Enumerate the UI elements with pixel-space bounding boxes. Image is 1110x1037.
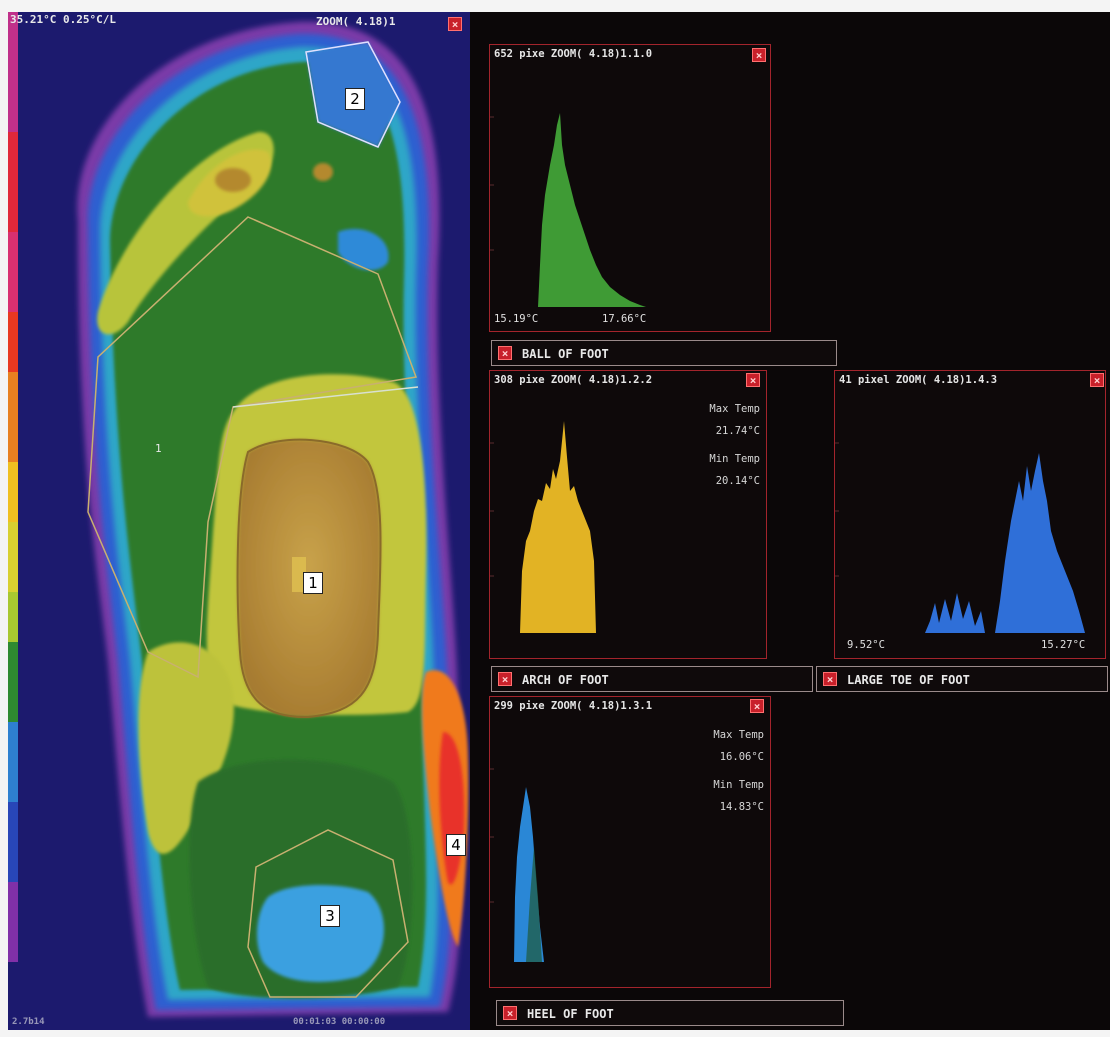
zoom-readout: ZOOM( 4.18)1: [316, 15, 396, 28]
ball-roi-outline: [87, 216, 418, 679]
ball-min-temp-value: 20.14°C: [715, 475, 760, 487]
toe-cold-spot: [338, 228, 389, 271]
close-icon[interactable]: ×: [750, 699, 764, 713]
large-toe-histogram-chart: [835, 442, 1085, 633]
close-icon[interactable]: ×: [1090, 373, 1104, 387]
ball-histogram-header: 308 pixe ZOOM( 4.18)1.2.2: [494, 374, 653, 386]
top-border: [0, 0, 1110, 12]
ball-roi-edge: [232, 386, 419, 408]
ball-histogram-bars: [520, 421, 596, 633]
large-toe-histogram-bars: [995, 453, 1085, 633]
left-border: [0, 0, 8, 1037]
arch-of-foot-label: × ARCH OF FOOT: [491, 666, 813, 692]
large-toe-roi: [305, 41, 401, 148]
toe-hot-spot: [215, 168, 251, 192]
temperature-scale-readout: 35.21°C 0.25°C/L: [10, 13, 116, 26]
callout-1: 1: [303, 572, 323, 594]
toe-hot-spot-2: [313, 163, 333, 181]
large-toe-histogram-minor-bars: [925, 593, 985, 633]
arch-of-foot-text: ARCH OF FOOT: [522, 673, 609, 687]
bottom-border: [0, 1030, 1110, 1037]
close-icon[interactable]: ×: [752, 48, 766, 62]
heel-histogram-header: 299 pixe ZOOM( 4.18)1.3.1: [494, 700, 653, 712]
heel-min-temp-value: 14.83°C: [719, 801, 764, 813]
toe-histogram-chart: [490, 113, 646, 307]
close-icon[interactable]: ×: [503, 1006, 517, 1020]
ball-of-foot-label: × BALL OF FOOT: [491, 340, 837, 366]
large-toe-histogram-header: 41 pixel ZOOM( 4.18)1.4.3: [839, 374, 998, 386]
heel-max-temp-label: Max Temp: [713, 729, 764, 741]
roi-number-label: 1: [155, 442, 162, 455]
callout-4: 4: [446, 834, 466, 856]
toe-histogram-bars: [538, 113, 646, 307]
large-toe-histogram-panel: 41 pixel ZOOM( 4.18)1.4.3 9.52°C 15.27°C: [834, 370, 1106, 659]
ball-histogram-chart: [490, 421, 596, 633]
arch-peak-spot: [292, 557, 306, 592]
heel-of-foot-label: × HEEL OF FOOT: [496, 1000, 844, 1026]
large-toe-histogram-max: 15.27°C: [1041, 639, 1086, 651]
toe-histogram-max: 17.66°C: [602, 313, 647, 325]
large-toe-histogram-min: 9.52°C: [847, 639, 885, 651]
ball-histogram-panel: 308 pixe ZOOM( 4.18)1.2.2 Max Temp 21.74…: [489, 370, 767, 659]
heel-of-foot-text: HEEL OF FOOT: [527, 1007, 614, 1021]
ball-max-temp-label: Max Temp: [709, 403, 760, 415]
callout-3: 3: [320, 905, 340, 927]
close-icon[interactable]: ×: [498, 346, 512, 360]
bottom-time-readout: 00:01:03 00:00:00: [293, 1017, 386, 1027]
toe-histogram-panel: 652 pixe ZOOM( 4.18)1.1.0 15.19°C 17.66°…: [489, 44, 771, 332]
toe-histogram-header: 652 pixe ZOOM( 4.18)1.1.0: [494, 48, 653, 60]
ball-min-temp-label: Min Temp: [709, 453, 760, 465]
close-icon[interactable]: ×: [746, 373, 760, 387]
large-toe-of-foot-text: LARGE TOE OF FOOT: [847, 673, 970, 687]
ball-of-foot-text: BALL OF FOOT: [522, 347, 609, 361]
callout-2: 2: [345, 88, 365, 110]
heel-histogram-overlap: [526, 847, 542, 962]
large-toe-of-foot-label: × LARGE TOE OF FOOT: [816, 666, 1108, 692]
bottom-left-readout: 2.7b14: [12, 1017, 45, 1027]
heel-min-temp-label: Min Temp: [713, 779, 764, 791]
heel-side-warm-zone: [138, 642, 234, 854]
thermal-image-panel: 35.21°C 0.25°C/L ZOOM( 4.18)1 × 1 2.7b14…: [8, 12, 470, 1030]
heel-histogram-panel: 299 pixe ZOOM( 4.18)1.3.1 Max Temp 16.06…: [489, 696, 771, 988]
heel-roi-outline: [247, 829, 409, 998]
toe-histogram-min: 15.19°C: [494, 313, 539, 325]
temperature-color-scale: [8, 12, 18, 962]
heel-cold-spot: [256, 885, 385, 982]
close-icon[interactable]: ×: [448, 17, 462, 31]
close-icon[interactable]: ×: [498, 672, 512, 686]
ball-max-temp-value: 21.74°C: [715, 425, 760, 437]
close-icon[interactable]: ×: [823, 672, 837, 686]
foot-thermogram: [77, 21, 469, 1018]
heel-max-temp-value: 16.06°C: [719, 751, 764, 763]
arch-roi-outline: [236, 438, 382, 719]
heel-histogram-chart: [490, 768, 544, 962]
